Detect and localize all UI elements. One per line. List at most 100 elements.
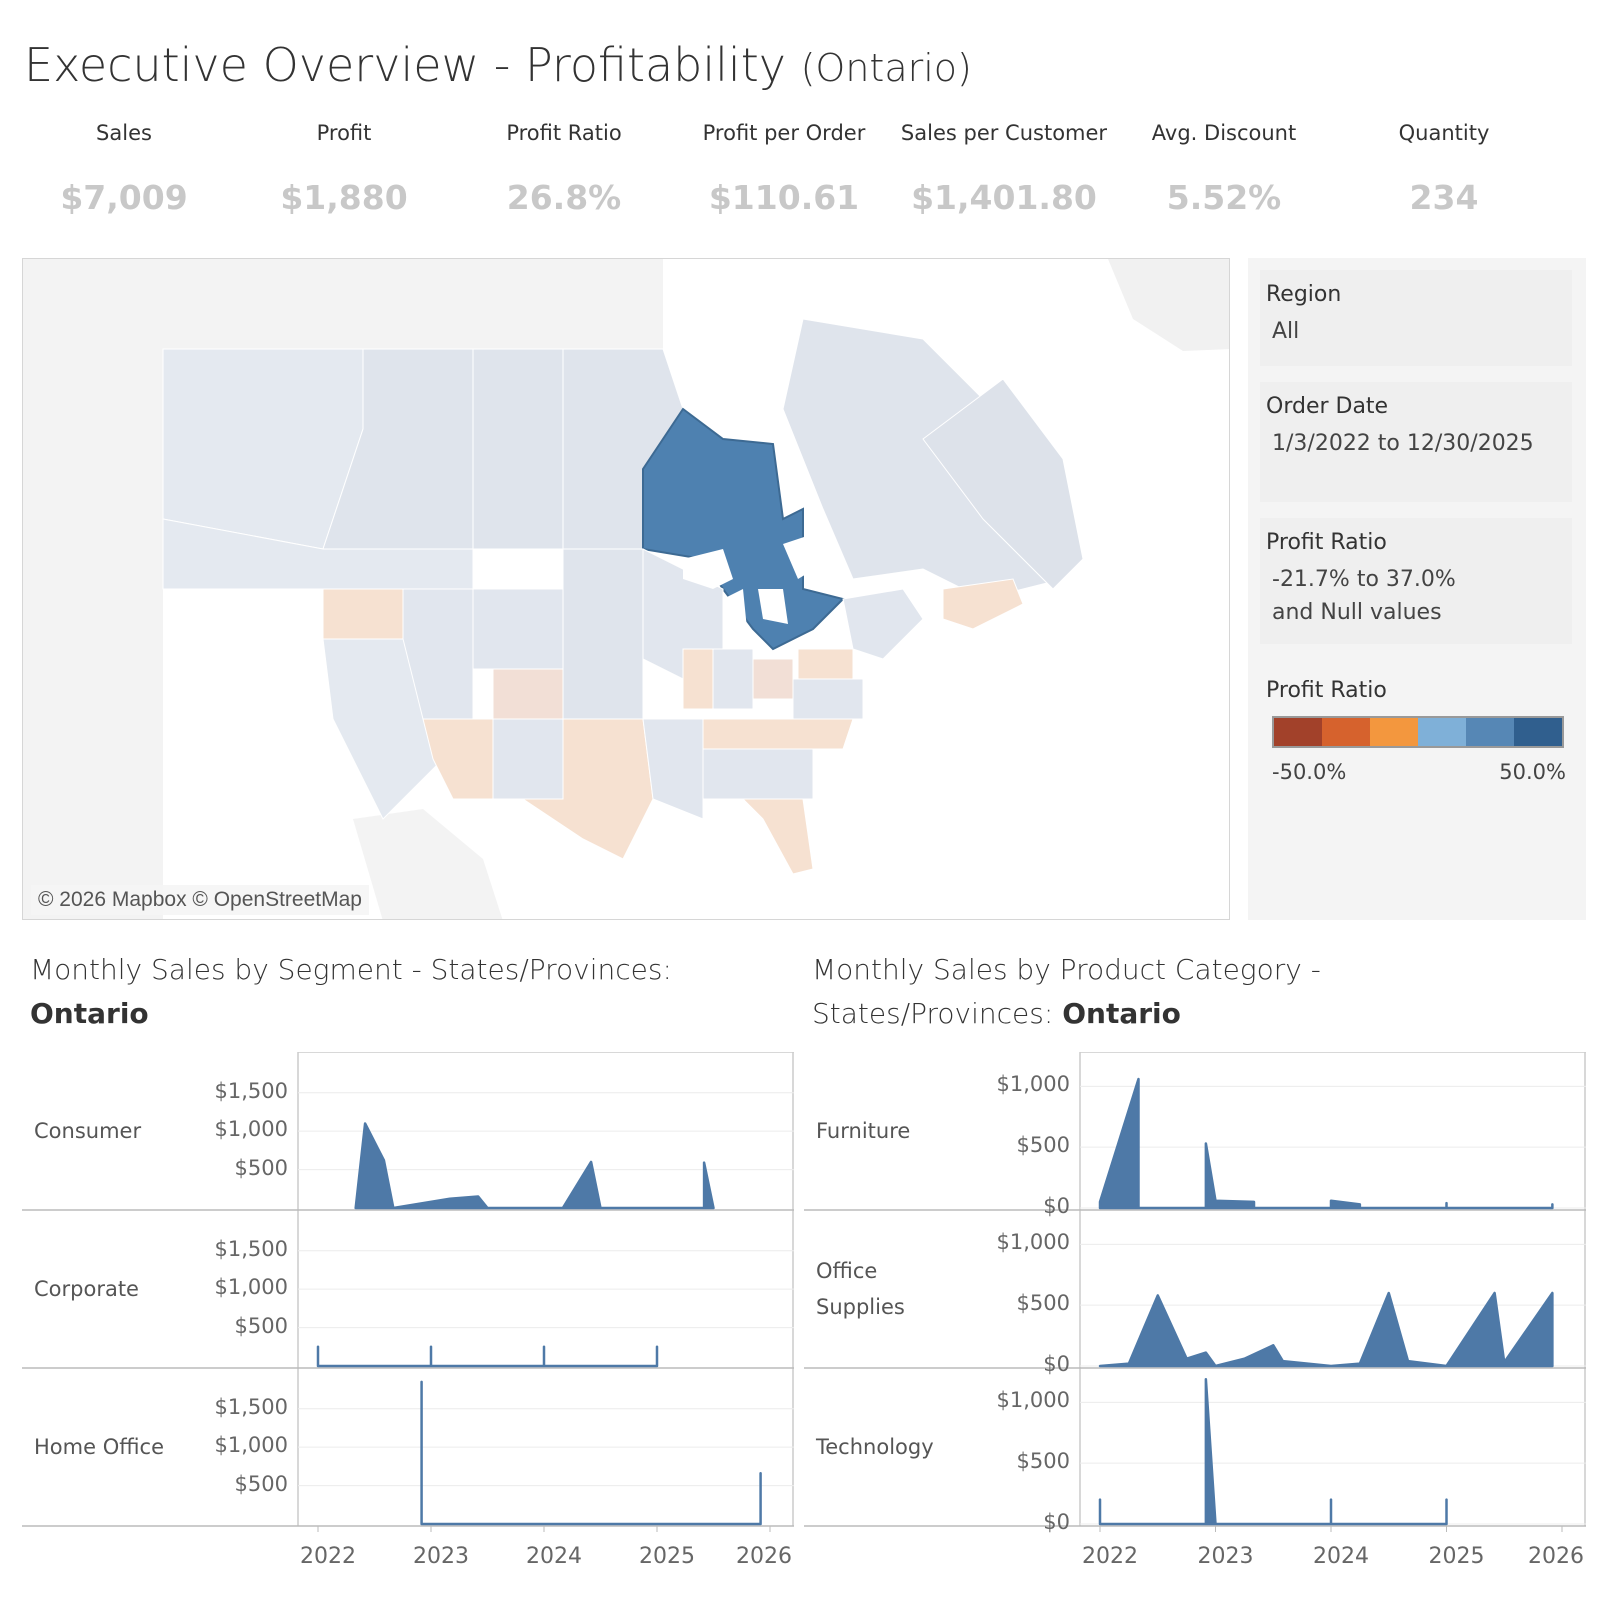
region-south-central[interactable] (642, 718, 704, 820)
filter-profit-ratio-null[interactable]: and Null values (1272, 600, 1442, 625)
x-tick-label: 2024 (1313, 1544, 1369, 1569)
region-ohio[interactable] (752, 658, 794, 700)
region-wyoming-area[interactable] (472, 588, 564, 670)
row-label: Home Office (34, 1435, 164, 1459)
profit-ratio-legend (1272, 716, 1564, 748)
x-tick-label: 2026 (1528, 1544, 1584, 1569)
region-new-mexico[interactable] (492, 718, 564, 800)
y-tick-label: $1,000 (996, 1388, 1070, 1413)
area-series-office-supplies[interactable] (1098, 1291, 1554, 1368)
region-arizona[interactable] (422, 718, 494, 800)
row-label: Furniture (816, 1119, 911, 1143)
legend-swatch (1274, 718, 1322, 746)
kpi-profit-ratio[interactable]: Profit Ratio 26.8% (454, 118, 674, 217)
kpi-label: Profit per Order (702, 121, 866, 145)
x-tick-label: 2023 (1197, 1544, 1254, 1569)
kpi-label: Profit Ratio (506, 121, 622, 145)
map-attribution[interactable]: © 2026 Mapbox © OpenStreetMap (31, 885, 369, 915)
area-series-furniture[interactable] (1098, 1077, 1554, 1210)
y-tick-label: $500 (1016, 1291, 1070, 1316)
x-tick-label: 2026 (736, 1544, 792, 1569)
segment-chart-title: Monthly Sales by Segment - States/Provin… (30, 948, 770, 1036)
filter-region-value[interactable]: All (1272, 319, 1300, 344)
kpi-label: Profit (316, 121, 372, 145)
hudson-bay-inlet (783, 534, 823, 579)
filter-region-label: Region (1266, 282, 1342, 307)
y-tick-label: $1,500 (214, 1394, 288, 1419)
row-label: Office Supplies (816, 1259, 905, 1319)
y-tick-label: $500 (234, 1155, 288, 1180)
kpi-value: $7,009 (60, 178, 188, 217)
region-colorado[interactable] (492, 668, 564, 720)
kpi-label: Sales per Customer (900, 121, 1108, 145)
region-southeast[interactable] (702, 748, 814, 800)
category-title-prefix: States/Provinces: (812, 997, 1054, 1030)
filter-region[interactable]: Region All (1260, 270, 1572, 366)
x-tick-label: 2022 (1082, 1544, 1138, 1569)
region-illinois[interactable] (682, 648, 714, 710)
y-tick-label: $1,500 (214, 1078, 288, 1103)
kpi-label: Sales (96, 121, 152, 145)
kpi-profit-per-order[interactable]: Profit per Order $110.61 (674, 118, 894, 217)
filter-profit-ratio[interactable]: Profit Ratio -21.7% to 37.0% and Null va… (1260, 518, 1572, 644)
kpi-sales[interactable]: Sales $7,009 (14, 118, 234, 217)
region-plains[interactable] (562, 548, 644, 720)
legend-max-label: 50.0% (1499, 760, 1566, 784)
segment-sales-chart[interactable]: $500 $1,000 $1,500 Consumer $500 $1,000 $1,500… (22, 1052, 794, 1592)
area-series-technology[interactable] (1098, 1377, 1448, 1526)
x-tick-label: 2022 (300, 1544, 356, 1569)
y-tick-label: $500 (234, 1313, 288, 1338)
map-canvas[interactable] (23, 259, 1230, 920)
row-label: Consumer (34, 1119, 142, 1143)
filter-profit-ratio-label: Profit Ratio (1266, 530, 1387, 555)
area-series-home-office[interactable] (420, 1380, 762, 1526)
region-newfoundland-labrador[interactable] (922, 378, 1084, 590)
region-florida[interactable] (741, 798, 814, 875)
legend-swatch (1370, 718, 1418, 746)
y-tick-label: $500 (1016, 1449, 1070, 1474)
kpi-quantity[interactable]: Quantity 234 (1334, 118, 1554, 217)
region-tennessee-carolina[interactable] (702, 718, 854, 750)
segment-title-text: Monthly Sales by Segment - States/Provin… (30, 953, 672, 986)
arctic-land (23, 259, 663, 349)
region-nova-scotia[interactable] (942, 578, 1024, 630)
y-tick-label: $0 (1043, 1352, 1070, 1376)
legend-swatch (1466, 718, 1514, 746)
lake-huron (758, 589, 788, 624)
region-indiana[interactable] (712, 648, 754, 710)
region-saskatchewan[interactable] (472, 348, 564, 550)
kpi-label: Quantity (1398, 121, 1490, 145)
kpi-sales-per-customer[interactable]: Sales per Customer $1,401.80 (894, 118, 1114, 217)
region-new-england[interactable] (842, 588, 924, 660)
chart-svg[interactable] (22, 1052, 794, 1592)
y-tick-label: $1,000 (996, 1230, 1070, 1255)
filter-panel: Region All Order Date 1/3/2022 to 12/30/… (1248, 258, 1586, 920)
area-series-corporate[interactable] (316, 1345, 659, 1368)
chart-svg[interactable] (804, 1052, 1586, 1592)
filter-profit-ratio-range[interactable]: -21.7% to 37.0% (1272, 567, 1456, 592)
profitability-map[interactable]: © 2026 Mapbox © OpenStreetMap (22, 258, 1230, 920)
filter-order-date[interactable]: Order Date 1/3/2022 to 12/30/2025 (1260, 382, 1572, 502)
region-mid-atlantic[interactable] (792, 678, 864, 720)
title-main: Executive Overview - Profitability (24, 38, 786, 92)
category-sales-chart[interactable]: $0 $500 $1,000 Furniture $0 $500 $1,000 Office … (804, 1052, 1586, 1592)
kpi-value: $110.61 (708, 178, 860, 217)
x-tick-label: 2025 (639, 1544, 695, 1569)
filter-order-date-label: Order Date (1266, 394, 1389, 419)
legend-swatch (1418, 718, 1466, 746)
lake-superior (683, 549, 733, 589)
kpi-profit[interactable]: Profit $1,880 (234, 118, 454, 217)
region-oregon[interactable] (322, 588, 404, 640)
region-pennsylvania[interactable] (797, 648, 854, 680)
y-tick-label: $0 (1043, 1194, 1070, 1218)
y-tick-label: $500 (1016, 1133, 1070, 1158)
legend-min-label: -50.0% (1272, 760, 1347, 784)
area-series-consumer[interactable] (354, 1122, 715, 1210)
segment-title-bold: Ontario (30, 997, 149, 1030)
y-tick-label: $0 (1043, 1510, 1070, 1534)
y-tick-label: $500 (234, 1471, 288, 1496)
kpi-value: 26.8% (506, 178, 622, 217)
kpi-avg-discount[interactable]: Avg. Discount 5.52% (1114, 118, 1334, 217)
y-tick-label: $1,500 (214, 1236, 288, 1261)
filter-order-date-value[interactable]: 1/3/2022 to 12/30/2025 (1272, 431, 1534, 456)
